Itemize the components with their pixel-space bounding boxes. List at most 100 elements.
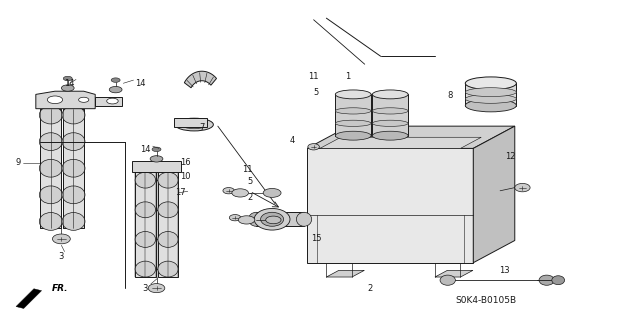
Ellipse shape xyxy=(62,133,85,151)
Text: S0K4-B0105B: S0K4-B0105B xyxy=(456,296,516,305)
Text: 5: 5 xyxy=(314,88,319,97)
Polygon shape xyxy=(307,126,515,148)
Ellipse shape xyxy=(111,78,120,82)
Text: 10: 10 xyxy=(180,173,191,182)
Polygon shape xyxy=(173,118,207,127)
Ellipse shape xyxy=(335,131,371,140)
Ellipse shape xyxy=(223,188,234,194)
Text: FR.: FR. xyxy=(52,284,68,293)
Ellipse shape xyxy=(465,94,516,103)
Text: 14: 14 xyxy=(63,79,74,88)
Polygon shape xyxy=(184,71,216,88)
Text: 11: 11 xyxy=(308,72,319,81)
Ellipse shape xyxy=(158,232,178,247)
Ellipse shape xyxy=(135,202,156,218)
Ellipse shape xyxy=(158,202,178,218)
Text: 14: 14 xyxy=(135,79,145,88)
Text: 3: 3 xyxy=(58,252,63,261)
Polygon shape xyxy=(135,172,156,277)
Ellipse shape xyxy=(515,183,530,192)
Ellipse shape xyxy=(47,96,63,104)
Ellipse shape xyxy=(308,144,319,150)
Polygon shape xyxy=(16,289,42,308)
Ellipse shape xyxy=(39,133,62,151)
Ellipse shape xyxy=(62,212,85,230)
Ellipse shape xyxy=(238,216,255,224)
Text: 12: 12 xyxy=(505,152,516,161)
Polygon shape xyxy=(435,270,473,277)
Ellipse shape xyxy=(39,212,62,230)
Ellipse shape xyxy=(148,284,165,293)
Ellipse shape xyxy=(135,232,156,247)
Ellipse shape xyxy=(372,90,408,99)
Polygon shape xyxy=(372,94,408,136)
Polygon shape xyxy=(158,172,178,277)
Ellipse shape xyxy=(296,212,312,226)
Ellipse shape xyxy=(39,186,62,204)
Ellipse shape xyxy=(135,172,156,188)
Ellipse shape xyxy=(539,275,554,285)
Polygon shape xyxy=(335,94,371,136)
Ellipse shape xyxy=(158,172,178,188)
Ellipse shape xyxy=(62,186,85,204)
Ellipse shape xyxy=(465,88,516,97)
Polygon shape xyxy=(132,161,181,172)
Polygon shape xyxy=(63,109,84,228)
Ellipse shape xyxy=(372,108,408,114)
Text: 2: 2 xyxy=(367,284,372,293)
Ellipse shape xyxy=(175,118,213,131)
Polygon shape xyxy=(95,97,122,106)
Polygon shape xyxy=(307,148,473,263)
Ellipse shape xyxy=(465,77,516,90)
Ellipse shape xyxy=(335,120,371,126)
Text: 1: 1 xyxy=(346,72,351,81)
Ellipse shape xyxy=(39,160,62,177)
Text: 7: 7 xyxy=(200,123,205,132)
Ellipse shape xyxy=(335,108,371,114)
Ellipse shape xyxy=(158,261,178,277)
Ellipse shape xyxy=(229,215,241,221)
Ellipse shape xyxy=(39,106,62,124)
Ellipse shape xyxy=(181,121,207,129)
Ellipse shape xyxy=(150,156,163,162)
Ellipse shape xyxy=(135,261,156,277)
Polygon shape xyxy=(326,270,364,277)
Text: 14: 14 xyxy=(140,145,151,154)
Ellipse shape xyxy=(52,234,70,244)
Polygon shape xyxy=(473,126,515,263)
Text: 16: 16 xyxy=(180,158,191,167)
Ellipse shape xyxy=(372,120,408,126)
Ellipse shape xyxy=(552,276,564,285)
Ellipse shape xyxy=(62,160,85,177)
Polygon shape xyxy=(465,83,516,106)
Ellipse shape xyxy=(440,275,456,285)
Ellipse shape xyxy=(254,209,290,230)
Text: 11: 11 xyxy=(242,165,252,174)
Ellipse shape xyxy=(335,90,371,99)
Text: 15: 15 xyxy=(311,234,321,243)
Text: 17: 17 xyxy=(175,188,186,197)
Ellipse shape xyxy=(372,131,408,140)
Polygon shape xyxy=(320,137,481,148)
Ellipse shape xyxy=(248,212,264,226)
Text: 8: 8 xyxy=(448,92,453,100)
Ellipse shape xyxy=(109,86,122,93)
Text: 4: 4 xyxy=(289,136,294,145)
Ellipse shape xyxy=(260,212,284,226)
Polygon shape xyxy=(256,212,304,226)
Ellipse shape xyxy=(465,99,516,112)
Polygon shape xyxy=(36,91,95,109)
Ellipse shape xyxy=(232,189,248,197)
Ellipse shape xyxy=(266,216,281,224)
Text: 5: 5 xyxy=(247,177,252,186)
Ellipse shape xyxy=(61,85,74,91)
Text: 2: 2 xyxy=(247,193,252,202)
Ellipse shape xyxy=(62,106,85,124)
Text: 9: 9 xyxy=(16,158,21,167)
Ellipse shape xyxy=(63,76,72,81)
Polygon shape xyxy=(40,109,61,228)
Text: 13: 13 xyxy=(499,266,509,275)
Ellipse shape xyxy=(79,97,89,102)
Ellipse shape xyxy=(152,147,161,152)
Ellipse shape xyxy=(107,98,118,104)
